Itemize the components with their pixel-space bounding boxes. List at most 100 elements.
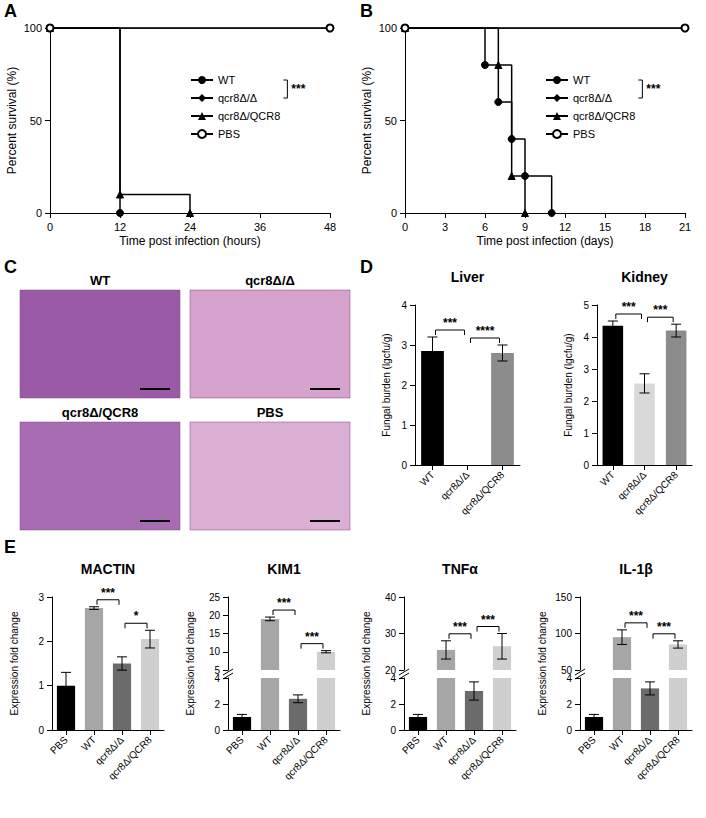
svg-text:1: 1 bbox=[401, 420, 407, 431]
svg-text:****: **** bbox=[476, 324, 495, 338]
svg-text:WT: WT bbox=[573, 74, 590, 86]
svg-text:B: B bbox=[360, 1, 373, 21]
svg-text:2: 2 bbox=[390, 699, 396, 710]
svg-text:150: 150 bbox=[555, 592, 572, 603]
svg-text:3: 3 bbox=[401, 340, 407, 351]
svg-text:***: *** bbox=[277, 596, 291, 610]
svg-text:3: 3 bbox=[38, 592, 44, 603]
svg-text:5: 5 bbox=[583, 300, 589, 311]
svg-text:A: A bbox=[4, 1, 17, 21]
svg-text:WT: WT bbox=[255, 734, 274, 753]
svg-text:12: 12 bbox=[114, 221, 126, 233]
svg-text:36: 36 bbox=[254, 221, 266, 233]
svg-text:Expression fold change: Expression fold change bbox=[361, 611, 372, 715]
svg-text:MACTIN: MACTIN bbox=[81, 561, 135, 577]
svg-text:12: 12 bbox=[559, 221, 571, 233]
svg-text:1: 1 bbox=[583, 428, 589, 439]
svg-text:3: 3 bbox=[442, 221, 448, 233]
svg-text:WT: WT bbox=[598, 469, 617, 488]
svg-text:6: 6 bbox=[482, 221, 488, 233]
svg-text:qcr8Δ/QCR8: qcr8Δ/QCR8 bbox=[634, 734, 682, 782]
svg-text:4: 4 bbox=[214, 673, 220, 684]
svg-text:PBS: PBS bbox=[573, 128, 595, 140]
svg-text:***: *** bbox=[653, 303, 667, 317]
svg-text:10: 10 bbox=[209, 646, 221, 657]
svg-text:qcr8Δ/QCR8: qcr8Δ/QCR8 bbox=[573, 110, 635, 122]
svg-text:***: *** bbox=[291, 82, 305, 96]
svg-text:qcr8Δ/QCR8: qcr8Δ/QCR8 bbox=[218, 110, 280, 122]
svg-text:***: *** bbox=[453, 620, 467, 634]
svg-text:100: 100 bbox=[24, 22, 42, 34]
svg-text:PBS: PBS bbox=[224, 734, 246, 756]
svg-text:25: 25 bbox=[209, 592, 221, 603]
svg-text:48: 48 bbox=[324, 221, 336, 233]
svg-text:Time post infection (hours): Time post infection (hours) bbox=[119, 234, 261, 248]
svg-text:Fungal burden (lgcfu/g): Fungal burden (lgcfu/g) bbox=[381, 333, 392, 436]
svg-text:0: 0 bbox=[214, 725, 220, 736]
svg-text:qcr8Δ/QCR8: qcr8Δ/QCR8 bbox=[632, 469, 680, 517]
svg-text:Time post infection (days): Time post infection (days) bbox=[477, 234, 614, 248]
svg-text:50: 50 bbox=[30, 115, 42, 127]
svg-text:2: 2 bbox=[401, 380, 407, 391]
svg-text:9: 9 bbox=[522, 221, 528, 233]
svg-text:0: 0 bbox=[38, 725, 44, 736]
svg-text:40: 40 bbox=[385, 592, 397, 603]
svg-text:2: 2 bbox=[214, 699, 220, 710]
svg-text:4: 4 bbox=[390, 673, 396, 684]
svg-text:2: 2 bbox=[38, 636, 44, 647]
svg-text:0: 0 bbox=[402, 221, 408, 233]
svg-text:***: *** bbox=[481, 613, 495, 627]
svg-text:***: *** bbox=[443, 316, 457, 330]
svg-text:qcr8Δ/Δ: qcr8Δ/Δ bbox=[573, 92, 613, 104]
svg-text:***: *** bbox=[629, 609, 643, 623]
svg-text:WT: WT bbox=[218, 74, 235, 86]
svg-text:C: C bbox=[4, 257, 17, 277]
svg-text:Expression fold change: Expression fold change bbox=[9, 611, 20, 715]
svg-text:50: 50 bbox=[385, 115, 397, 127]
svg-text:Fungal burden (lgcfu/g): Fungal burden (lgcfu/g) bbox=[563, 333, 574, 436]
svg-text:0: 0 bbox=[36, 207, 42, 219]
svg-text:4: 4 bbox=[401, 300, 407, 311]
svg-text:0: 0 bbox=[401, 460, 407, 471]
svg-text:qcr8Δ/Δ: qcr8Δ/Δ bbox=[245, 273, 295, 288]
svg-text:WT: WT bbox=[79, 734, 98, 753]
svg-text:3: 3 bbox=[583, 364, 589, 375]
svg-text:PBS: PBS bbox=[48, 734, 70, 756]
svg-text:15: 15 bbox=[599, 221, 611, 233]
svg-text:0: 0 bbox=[390, 725, 396, 736]
svg-text:30: 30 bbox=[385, 628, 397, 639]
svg-text:4: 4 bbox=[583, 332, 589, 343]
svg-text:Kidney: Kidney bbox=[621, 269, 668, 285]
svg-text:Expression fold change: Expression fold change bbox=[537, 611, 548, 715]
svg-text:1: 1 bbox=[38, 680, 44, 691]
svg-text:2: 2 bbox=[566, 699, 572, 710]
svg-text:18: 18 bbox=[639, 221, 651, 233]
svg-text:PBS: PBS bbox=[257, 405, 284, 420]
svg-text:100: 100 bbox=[555, 628, 572, 639]
svg-text:***: *** bbox=[646, 82, 660, 96]
svg-text:PBS: PBS bbox=[218, 128, 240, 140]
svg-text:PBS: PBS bbox=[400, 734, 422, 756]
svg-text:KIM1: KIM1 bbox=[267, 561, 301, 577]
svg-text:Percent survival (%): Percent survival (%) bbox=[360, 67, 374, 174]
svg-text:qcr8Δ/QCR8: qcr8Δ/QCR8 bbox=[62, 405, 139, 420]
svg-text:0: 0 bbox=[391, 207, 397, 219]
svg-text:WT: WT bbox=[90, 273, 110, 288]
svg-text:100: 100 bbox=[379, 22, 397, 34]
svg-text:15: 15 bbox=[209, 628, 221, 639]
svg-text:0: 0 bbox=[566, 725, 572, 736]
svg-text:qcr8Δ/QCR8: qcr8Δ/QCR8 bbox=[459, 469, 507, 517]
svg-text:qcr8Δ/Δ: qcr8Δ/Δ bbox=[218, 92, 258, 104]
svg-text:WT: WT bbox=[431, 734, 450, 753]
svg-text:D: D bbox=[360, 257, 373, 277]
svg-text:qcr8Δ/Δ: qcr8Δ/Δ bbox=[438, 469, 471, 502]
svg-text:20: 20 bbox=[209, 610, 221, 621]
svg-text:***: *** bbox=[101, 586, 115, 600]
svg-text:TNFα: TNFα bbox=[442, 561, 478, 577]
svg-text:***: *** bbox=[622, 300, 636, 314]
svg-text:qcr8Δ/QCR8: qcr8Δ/QCR8 bbox=[458, 734, 506, 782]
svg-text:24: 24 bbox=[184, 221, 196, 233]
svg-text:***: *** bbox=[657, 620, 671, 634]
svg-text:4: 4 bbox=[566, 673, 572, 684]
svg-text:***: *** bbox=[305, 630, 319, 644]
